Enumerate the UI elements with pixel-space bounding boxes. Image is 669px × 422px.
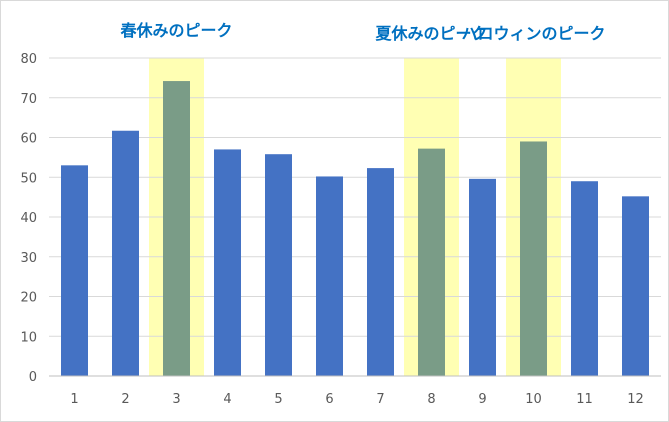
x-tick-label: 4 <box>223 392 231 407</box>
x-tick-label: 8 <box>427 392 435 407</box>
y-tick-label: 0 <box>29 370 37 385</box>
x-tick-label: 2 <box>121 392 129 407</box>
annotation-label: ハロウィンのピーク <box>461 24 605 43</box>
x-tick-label: 7 <box>376 392 384 407</box>
gridlines <box>49 57 661 337</box>
bar-11 <box>571 181 598 376</box>
y-tick-label: 20 <box>20 291 37 306</box>
x-tick-label: 12 <box>627 392 644 407</box>
bar-10 <box>520 141 547 376</box>
annotation-label: 夏休みのピーク <box>374 24 487 43</box>
x-tick-label: 6 <box>325 392 333 407</box>
x-tick-label: 11 <box>576 392 593 407</box>
bar-1 <box>61 165 88 376</box>
x-tick-label: 5 <box>274 392 282 407</box>
x-tick-label: 9 <box>478 392 486 407</box>
y-tick-label: 60 <box>20 132 37 147</box>
bar-8 <box>418 148 445 376</box>
y-tick-label: 30 <box>20 251 37 266</box>
y-tick-label: 70 <box>20 92 37 107</box>
y-tick-label: 80 <box>20 52 37 67</box>
x-tick-label: 3 <box>172 392 180 407</box>
y-tick-label: 40 <box>20 211 37 226</box>
x-tick-label: 10 <box>525 392 542 407</box>
x-tick-label: 1 <box>70 392 78 407</box>
bar-2 <box>112 130 139 376</box>
y-tick-label: 10 <box>20 330 37 345</box>
bar-3 <box>163 81 190 377</box>
bar-4 <box>214 149 241 376</box>
bar-12 <box>622 196 649 376</box>
bars <box>61 81 649 377</box>
y-tick-label: 50 <box>20 171 37 186</box>
bar-6 <box>316 176 343 376</box>
bar-7 <box>367 168 394 376</box>
bar-9 <box>469 178 496 376</box>
bar-5 <box>265 154 292 376</box>
annotation-label: 春休みのピーク <box>119 21 232 40</box>
